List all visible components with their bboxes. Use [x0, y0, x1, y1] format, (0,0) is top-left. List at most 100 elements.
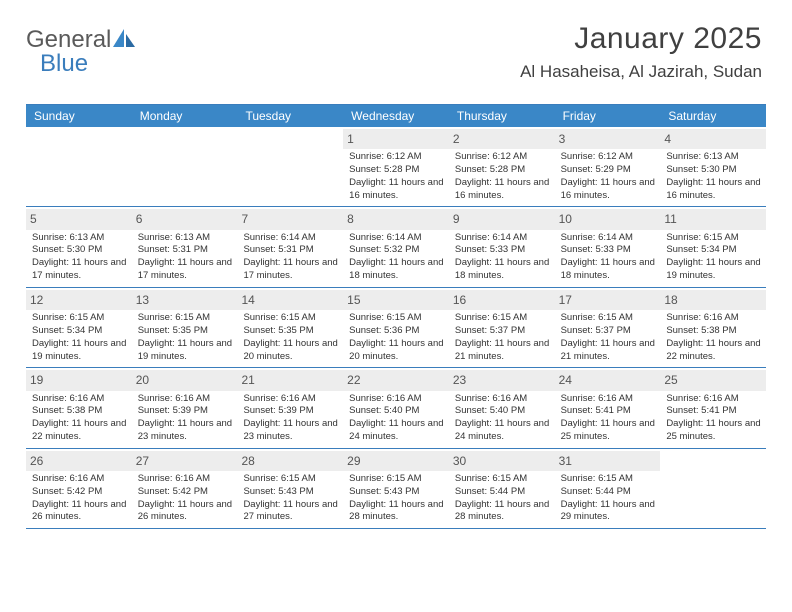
calendar-day-cell: 14Sunrise: 6:15 AMSunset: 5:35 PMDayligh… [237, 288, 343, 367]
sunrise-line: Sunrise: 6:16 AM [138, 393, 234, 406]
sunrise-line: Sunrise: 6:13 AM [138, 232, 234, 245]
sunrise-line: Sunrise: 6:15 AM [561, 312, 657, 325]
daylight-line: Daylight: 11 hours and 24 minutes. [455, 418, 551, 444]
sunrise-line: Sunrise: 6:16 AM [32, 473, 128, 486]
day-number: 16 [449, 290, 555, 310]
sunset-line: Sunset: 5:36 PM [349, 325, 445, 338]
day-number: 6 [132, 209, 238, 229]
sunrise-line: Sunrise: 6:16 AM [666, 312, 762, 325]
sunset-line: Sunset: 5:39 PM [243, 405, 339, 418]
sunrise-line: Sunrise: 6:15 AM [455, 473, 551, 486]
day-number: 24 [555, 370, 661, 390]
daylight-line: Daylight: 11 hours and 23 minutes. [243, 418, 339, 444]
calendar-day-cell: 7Sunrise: 6:14 AMSunset: 5:31 PMDaylight… [237, 207, 343, 286]
day-number: 10 [555, 209, 661, 229]
daylight-line: Daylight: 11 hours and 18 minutes. [455, 257, 551, 283]
calendar-day-cell: 23Sunrise: 6:16 AMSunset: 5:40 PMDayligh… [449, 368, 555, 447]
daylight-line: Daylight: 11 hours and 22 minutes. [666, 338, 762, 364]
daylight-line: Daylight: 11 hours and 17 minutes. [243, 257, 339, 283]
sunset-line: Sunset: 5:32 PM [349, 244, 445, 257]
calendar-day-cell: 16Sunrise: 6:15 AMSunset: 5:37 PMDayligh… [449, 288, 555, 367]
calendar-empty-cell [237, 127, 343, 206]
sunset-line: Sunset: 5:29 PM [561, 164, 657, 177]
daylight-line: Daylight: 11 hours and 19 minutes. [666, 257, 762, 283]
daylight-line: Daylight: 11 hours and 23 minutes. [138, 418, 234, 444]
daylight-line: Daylight: 11 hours and 21 minutes. [561, 338, 657, 364]
sunset-line: Sunset: 5:37 PM [561, 325, 657, 338]
calendar-day-cell: 21 Sunrise: 6:16 AMSunset: 5:39 PMDayligh… [237, 368, 343, 447]
sunset-line: Sunset: 5:40 PM [455, 405, 551, 418]
sunset-line: Sunset: 5:35 PM [138, 325, 234, 338]
daylight-line: Daylight: 11 hours and 22 minutes. [32, 418, 128, 444]
day-number: 29 [343, 451, 449, 471]
sunset-line: Sunset: 5:42 PM [138, 486, 234, 499]
weekday-header: Sunday [26, 105, 132, 127]
weekday-header: Friday [555, 105, 661, 127]
calendar-day-cell: 26 Sunrise: 6:16 AMSunset: 5:42 PMDayligh… [26, 449, 132, 528]
sunrise-line: Sunrise: 6:13 AM [666, 151, 762, 164]
calendar-day-cell: 18 Sunrise: 6:16 AMSunset: 5:38 PMDayligh… [660, 288, 766, 367]
sunset-line: Sunset: 5:30 PM [32, 244, 128, 257]
daylight-line: Daylight: 11 hours and 20 minutes. [243, 338, 339, 364]
day-number: 11 [660, 209, 766, 229]
day-number: 21 [237, 370, 343, 390]
calendar-day-cell: 6 Sunrise: 6:13 AMSunset: 5:31 PMDaylight… [132, 207, 238, 286]
sunset-line: Sunset: 5:43 PM [349, 486, 445, 499]
sunrise-line: Sunrise: 6:15 AM [138, 312, 234, 325]
day-number: 18 [660, 290, 766, 310]
sunrise-line: Sunrise: 6:14 AM [561, 232, 657, 245]
daylight-line: Daylight: 11 hours and 17 minutes. [138, 257, 234, 283]
sunset-line: Sunset: 5:35 PM [243, 325, 339, 338]
sunset-line: Sunset: 5:37 PM [455, 325, 551, 338]
daylight-line: Daylight: 11 hours and 16 minutes. [455, 177, 551, 203]
calendar-day-cell: 1Sunrise: 6:12 AMSunset: 5:28 PMDaylight… [343, 127, 449, 206]
day-number: 19 [26, 370, 132, 390]
calendar-day-cell: 27 Sunrise: 6:16 AMSunset: 5:42 PMDayligh… [132, 449, 238, 528]
logo-text-2: Blue [40, 50, 88, 78]
sunset-line: Sunset: 5:41 PM [666, 405, 762, 418]
sunrise-line: Sunrise: 6:15 AM [349, 473, 445, 486]
calendar-day-cell: 11Sunrise: 6:15 AMSunset: 5:34 PMDayligh… [660, 207, 766, 286]
sunset-line: Sunset: 5:39 PM [138, 405, 234, 418]
daylight-line: Daylight: 11 hours and 28 minutes. [455, 499, 551, 525]
sunrise-line: Sunrise: 6:15 AM [243, 473, 339, 486]
sunset-line: Sunset: 5:42 PM [32, 486, 128, 499]
daylight-line: Daylight: 11 hours and 26 minutes. [138, 499, 234, 525]
day-number: 3 [555, 129, 661, 149]
sunrise-line: Sunrise: 6:12 AM [561, 151, 657, 164]
calendar-day-cell: 20 Sunrise: 6:16 AMSunset: 5:39 PMDayligh… [132, 368, 238, 447]
sunrise-line: Sunrise: 6:15 AM [32, 312, 128, 325]
calendar-day-cell: 31Sunrise: 6:15 AMSunset: 5:44 PMDayligh… [555, 449, 661, 528]
sunset-line: Sunset: 5:28 PM [455, 164, 551, 177]
day-number: 13 [132, 290, 238, 310]
day-number: 31 [555, 451, 661, 471]
sunrise-line: Sunrise: 6:16 AM [243, 393, 339, 406]
day-number: 22 [343, 370, 449, 390]
calendar-day-cell: 17 Sunrise: 6:15 AMSunset: 5:37 PMDayligh… [555, 288, 661, 367]
day-number: 17 [555, 290, 661, 310]
calendar-day-cell: 19Sunrise: 6:16 AMSunset: 5:38 PMDayligh… [26, 368, 132, 447]
calendar-day-cell: 30 Sunrise: 6:15 AMSunset: 5:44 PMDayligh… [449, 449, 555, 528]
day-number: 5 [26, 209, 132, 229]
calendar-day-cell: 9Sunrise: 6:14 AMSunset: 5:33 PMDaylight… [449, 207, 555, 286]
daylight-line: Daylight: 11 hours and 16 minutes. [561, 177, 657, 203]
daylight-line: Daylight: 11 hours and 19 minutes. [32, 338, 128, 364]
day-number: 26 [26, 451, 132, 471]
sunset-line: Sunset: 5:38 PM [32, 405, 128, 418]
calendar-week-row: 12Sunrise: 6:15 AMSunset: 5:34 PMDayligh… [26, 288, 766, 368]
day-number: 25 [660, 370, 766, 390]
sunset-line: Sunset: 5:31 PM [138, 244, 234, 257]
daylight-line: Daylight: 11 hours and 18 minutes. [561, 257, 657, 283]
sunrise-line: Sunrise: 6:16 AM [138, 473, 234, 486]
sunset-line: Sunset: 5:38 PM [666, 325, 762, 338]
sunset-line: Sunset: 5:44 PM [455, 486, 551, 499]
calendar-day-cell: 24Sunrise: 6:16 AMSunset: 5:41 PMDayligh… [555, 368, 661, 447]
daylight-line: Daylight: 11 hours and 26 minutes. [32, 499, 128, 525]
calendar-day-cell: 5Sunrise: 6:13 AMSunset: 5:30 PMDaylight… [26, 207, 132, 286]
day-number: 20 [132, 370, 238, 390]
day-number: 27 [132, 451, 238, 471]
sunset-line: Sunset: 5:40 PM [349, 405, 445, 418]
page-title: January 2025 [574, 22, 762, 56]
sunrise-line: Sunrise: 6:14 AM [455, 232, 551, 245]
day-number: 30 [449, 451, 555, 471]
